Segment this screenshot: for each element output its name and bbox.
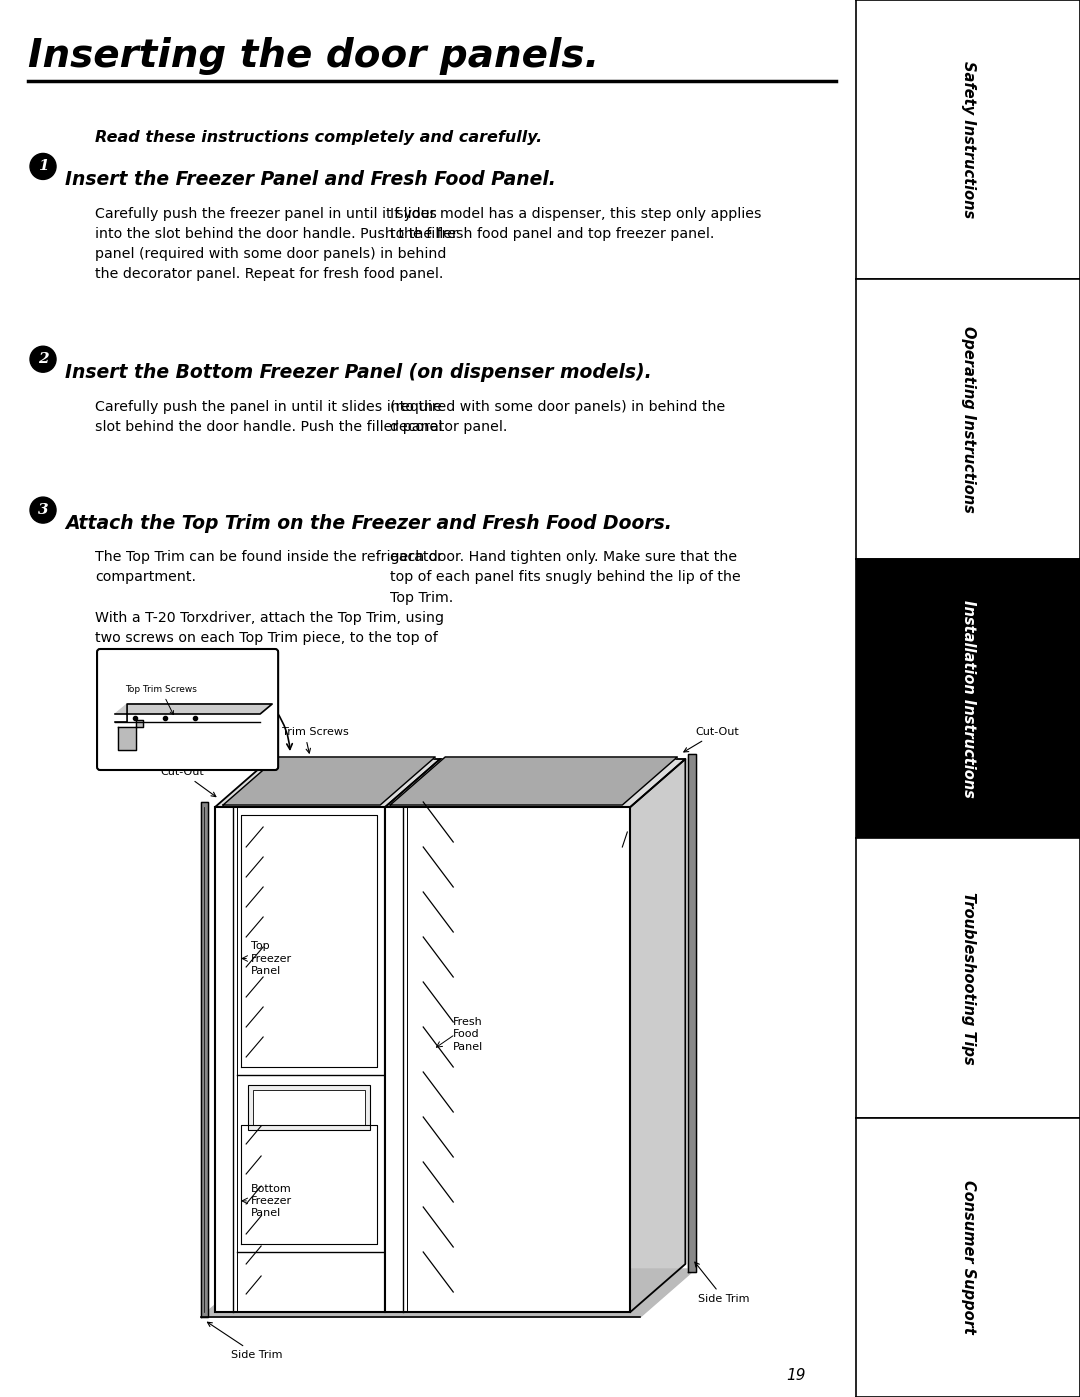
Text: If your model has a dispenser, this step only applies
to the fresh food panel an: If your model has a dispenser, this step… xyxy=(390,207,761,240)
Text: Insert the Freezer Panel and Fresh Food Panel.: Insert the Freezer Panel and Fresh Food … xyxy=(65,170,556,190)
Text: Bottom
Freezer
Panel: Bottom Freezer Panel xyxy=(252,1183,293,1218)
Text: 2: 2 xyxy=(38,352,49,366)
Polygon shape xyxy=(688,754,697,1273)
Polygon shape xyxy=(631,759,686,1312)
Text: Insert the Bottom Freezer Panel (on dispenser models).: Insert the Bottom Freezer Panel (on disp… xyxy=(65,363,652,383)
Polygon shape xyxy=(215,759,441,807)
Text: Side Trim: Side Trim xyxy=(207,1322,283,1361)
Bar xyxy=(386,807,631,1312)
Polygon shape xyxy=(688,757,696,1268)
Text: Inserting the door panels.: Inserting the door panels. xyxy=(28,38,599,75)
Text: 19: 19 xyxy=(786,1368,806,1383)
Polygon shape xyxy=(224,757,435,805)
Circle shape xyxy=(30,154,56,179)
Circle shape xyxy=(30,346,56,372)
Text: Fresh
Food
Panel: Fresh Food Panel xyxy=(454,1017,484,1052)
Text: Installation Instructions: Installation Instructions xyxy=(961,599,975,798)
Text: Side Trim: Side Trim xyxy=(694,1261,750,1303)
Polygon shape xyxy=(118,719,143,750)
Polygon shape xyxy=(201,802,208,1317)
Text: Troubleshooting Tips: Troubleshooting Tips xyxy=(961,891,975,1065)
Text: Top Trim Screws: Top Trim Screws xyxy=(125,685,197,714)
Text: Attach the Top Trim on the Freezer and Fresh Food Doors.: Attach the Top Trim on the Freezer and F… xyxy=(65,514,672,534)
Bar xyxy=(248,1085,370,1130)
Text: Consumer Support: Consumer Support xyxy=(961,1180,975,1334)
Bar xyxy=(215,807,386,1312)
Text: each door. Hand tighten only. Make sure that the
top of each panel fits snugly b: each door. Hand tighten only. Make sure … xyxy=(390,550,741,605)
Text: Safety Instructions: Safety Instructions xyxy=(961,61,975,218)
Text: Top Trim Screws: Top Trim Screws xyxy=(260,726,349,753)
Text: 1: 1 xyxy=(38,159,49,173)
Polygon shape xyxy=(386,759,686,807)
Text: Carefully push the panel in until it slides into the
slot behind the door handle: Carefully push the panel in until it sli… xyxy=(95,400,443,433)
Polygon shape xyxy=(116,714,260,722)
Text: Cut-Out: Cut-Out xyxy=(160,767,216,796)
Text: Top
Freezer
Panel: Top Freezer Panel xyxy=(252,942,293,977)
Bar xyxy=(253,1090,365,1125)
Text: (required with some door panels) in behind the
decorator panel.: (required with some door panels) in behi… xyxy=(390,400,726,433)
Text: Read these instructions completely and carefully.: Read these instructions completely and c… xyxy=(95,130,542,145)
Polygon shape xyxy=(116,704,272,714)
Text: The Top Trim can be found inside the refrigerator
compartment.

With a T-20 Torx: The Top Trim can be found inside the ref… xyxy=(95,550,444,644)
Circle shape xyxy=(30,497,56,522)
Polygon shape xyxy=(201,1268,696,1317)
Text: 3: 3 xyxy=(38,503,49,517)
FancyBboxPatch shape xyxy=(97,650,279,770)
Polygon shape xyxy=(270,759,686,767)
Text: Operating Instructions: Operating Instructions xyxy=(961,326,975,513)
Text: Cut-Out: Cut-Out xyxy=(684,726,739,752)
Polygon shape xyxy=(390,757,677,805)
Text: Carefully push the freezer panel in until it slides
into the slot behind the doo: Carefully push the freezer panel in unti… xyxy=(95,207,458,281)
